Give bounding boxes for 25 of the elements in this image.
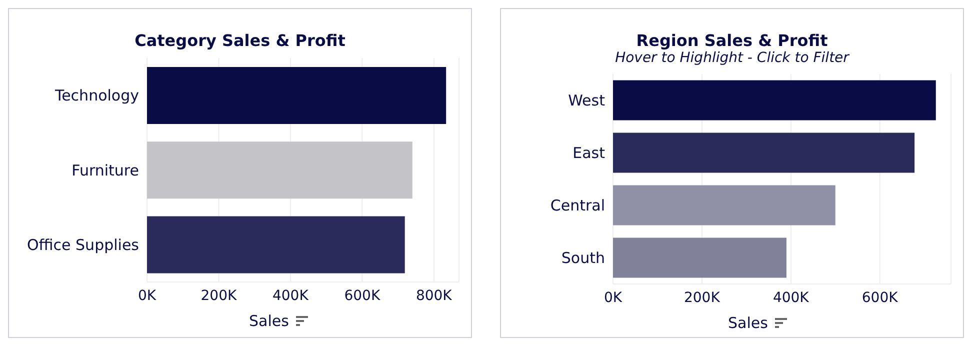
bar: [613, 132, 915, 173]
x-tick-label: 0K: [604, 290, 623, 306]
x-tick-label: 200K: [200, 288, 238, 304]
chart-title: Category Sales & Profit: [134, 31, 346, 50]
y-tick-label: Office Supplies: [26, 236, 140, 254]
chart-title: Region Sales & Profit: [635, 31, 829, 50]
chart-subtitle: Hover to Highlight - Click to Filter: [614, 50, 850, 66]
bar: [613, 80, 936, 120]
x-tick-label: 200K: [684, 290, 721, 306]
x-tick-label: 0K: [138, 288, 157, 304]
x-tick-label: 400K: [772, 290, 810, 306]
x-axis-title: Sales: [728, 314, 768, 332]
x-tick-label: 800K: [416, 288, 453, 304]
y-tick-label: Central: [550, 196, 605, 215]
x-tick-label: 400K: [272, 288, 310, 304]
bar: [613, 238, 786, 278]
y-tick-label: South: [561, 249, 605, 268]
y-tick-label: East: [572, 144, 606, 162]
y-tick-label: Technology: [54, 86, 140, 105]
x-tick-label: 600K: [344, 288, 381, 304]
y-tick-label: West: [568, 92, 606, 110]
x-axis-title: Sales: [249, 312, 289, 330]
bar: [613, 185, 836, 226]
y-tick-label: Furniture: [72, 161, 139, 180]
x-tick-label: 600K: [862, 290, 899, 306]
